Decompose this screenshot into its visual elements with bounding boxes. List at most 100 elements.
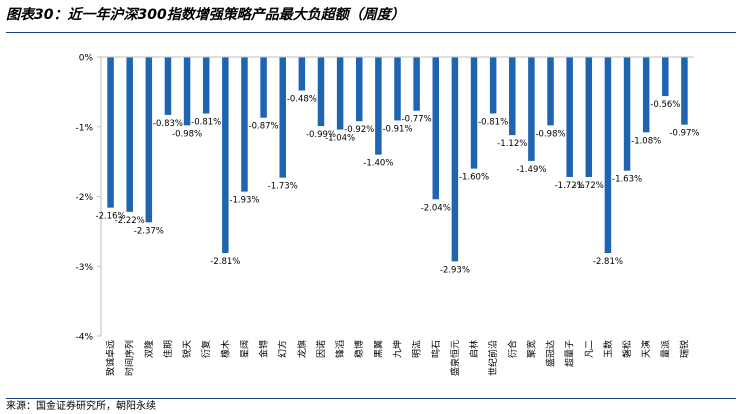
data-label: -1.60% bbox=[459, 173, 489, 183]
bar bbox=[432, 57, 440, 200]
x-tick-label: 超量子 bbox=[564, 340, 576, 367]
y-tick-label: 0% bbox=[79, 54, 94, 64]
x-tick-label: 盛冠达 bbox=[545, 340, 557, 367]
bar bbox=[451, 57, 459, 262]
data-label: -2.81% bbox=[593, 257, 623, 267]
bar bbox=[202, 57, 210, 114]
bar bbox=[241, 57, 248, 192]
bar bbox=[145, 57, 153, 223]
x-tick-label: 磐松 bbox=[621, 340, 633, 358]
bar bbox=[528, 57, 535, 161]
bar bbox=[642, 57, 650, 133]
y-tick-label: -2% bbox=[75, 193, 93, 203]
x-tick-label: 九坤 bbox=[392, 340, 404, 358]
data-label: -1.40% bbox=[363, 159, 393, 169]
x-tick-label: 黑翼 bbox=[373, 340, 384, 358]
footer-rule bbox=[6, 398, 736, 399]
data-label: -0.81% bbox=[478, 117, 508, 127]
data-label: -2.81% bbox=[210, 257, 240, 267]
x-tick-label: 衍合 bbox=[506, 340, 518, 358]
x-tick-label: 盛泉恒元 bbox=[449, 340, 461, 376]
bar bbox=[279, 57, 286, 178]
data-label: -0.56% bbox=[650, 100, 680, 110]
x-tick-label: 瑞锐 bbox=[678, 340, 690, 358]
bar bbox=[489, 57, 497, 114]
bar bbox=[604, 57, 612, 253]
bar bbox=[107, 57, 114, 208]
x-tick-label: 量派 bbox=[660, 340, 671, 358]
bar bbox=[317, 57, 325, 127]
bar bbox=[413, 57, 420, 111]
bar bbox=[375, 57, 382, 155]
x-axis: 致诚卓远 时间序列 双隆 佳期 锐天 衍复 橡木 星阔 金锝 幻方 龙旗 因诺 锋滔 稳博 黑翼 九坤 明汯 鸣石… bbox=[101, 56, 694, 376]
data-label: -0.77% bbox=[402, 115, 432, 125]
x-tick-label: 幻方 bbox=[277, 340, 289, 358]
bar bbox=[222, 57, 229, 253]
x-tick-label: 因诺 bbox=[316, 340, 327, 358]
data-label: -0.81% bbox=[191, 117, 221, 127]
bar bbox=[585, 57, 593, 177]
data-label: -1.49% bbox=[516, 165, 546, 175]
x-tick-label: 锐天 bbox=[181, 340, 193, 358]
data-label: -2.04% bbox=[421, 203, 451, 213]
bar bbox=[566, 57, 573, 177]
chart-title: 图表30：近一年沪深300指数增强策略产品最大负超额（周度） bbox=[6, 7, 405, 23]
bar bbox=[164, 57, 172, 115]
bar bbox=[394, 57, 401, 121]
x-tick-label: 聚宽 bbox=[525, 340, 537, 358]
x-tick-label: 天演 bbox=[640, 340, 652, 358]
x-tick-label: 佳期 bbox=[162, 340, 174, 358]
x-tick-label: 时间序列 bbox=[124, 340, 136, 376]
data-label: -0.98% bbox=[535, 129, 565, 139]
bar bbox=[126, 57, 133, 212]
x-tick-label: 凡二 bbox=[584, 340, 595, 358]
data-label: -0.48% bbox=[287, 94, 317, 104]
bar bbox=[260, 57, 267, 118]
bar bbox=[681, 57, 688, 125]
bar bbox=[623, 57, 631, 171]
data-label: -2.37% bbox=[134, 226, 164, 236]
data-label: -1.08% bbox=[631, 136, 661, 146]
bar bbox=[355, 57, 363, 122]
x-tick-label: 双隆 bbox=[143, 340, 155, 358]
x-tick-label: 龙旗 bbox=[296, 340, 308, 358]
data-label: -1.72% bbox=[555, 181, 585, 191]
x-tick-label: 衍复 bbox=[200, 340, 212, 358]
data-label: -0.97% bbox=[669, 129, 699, 139]
bar bbox=[470, 57, 478, 169]
bar bbox=[183, 57, 191, 126]
data-label: -1.12% bbox=[497, 139, 527, 149]
bar-chart: 0%-1%-2%-3%-4% -2.16%-2.22%-2.37%-0.83%-… bbox=[75, 54, 700, 377]
bar bbox=[509, 57, 516, 136]
data-label: -1.04% bbox=[325, 134, 355, 144]
title-underline bbox=[6, 32, 736, 33]
y-tick-label: -4% bbox=[75, 333, 93, 343]
source-note: 来源：国金证券研究所，朝阳永续 bbox=[6, 401, 156, 412]
data-label: -0.99% bbox=[306, 130, 336, 140]
data-label: -0.83% bbox=[153, 119, 183, 129]
data-label: -1.93% bbox=[229, 196, 259, 206]
bar bbox=[662, 57, 669, 97]
x-tick-label: 世纪前沿 bbox=[487, 340, 499, 376]
bar bbox=[547, 57, 554, 126]
data-label: -2.93% bbox=[440, 265, 470, 275]
x-tick-label: 启林 bbox=[468, 340, 480, 358]
data-label: -0.87% bbox=[249, 122, 279, 132]
bar-series bbox=[107, 57, 688, 262]
data-label: -2.22% bbox=[115, 216, 145, 226]
data-labels: -2.16%-2.22%-2.37%-0.83%-0.98%-0.81%-2.8… bbox=[96, 94, 700, 275]
x-tick-label: 稳博 bbox=[353, 340, 365, 358]
data-label: -2.16% bbox=[96, 212, 126, 222]
data-label: -1.72% bbox=[574, 181, 604, 191]
y-tick-label: -3% bbox=[75, 263, 93, 273]
x-tick-label: 明汯 bbox=[412, 340, 423, 358]
data-label: -0.92% bbox=[344, 125, 374, 135]
x-tick-label: 金锝 bbox=[258, 340, 270, 358]
x-tick-label: 星阔 bbox=[238, 340, 250, 358]
x-tick-label: 锋滔 bbox=[334, 340, 346, 358]
data-label: -0.98% bbox=[172, 129, 202, 139]
x-tick-label: 鸣石 bbox=[430, 340, 442, 358]
bar bbox=[298, 57, 306, 91]
bar bbox=[336, 57, 344, 130]
data-label: -1.73% bbox=[268, 182, 298, 192]
